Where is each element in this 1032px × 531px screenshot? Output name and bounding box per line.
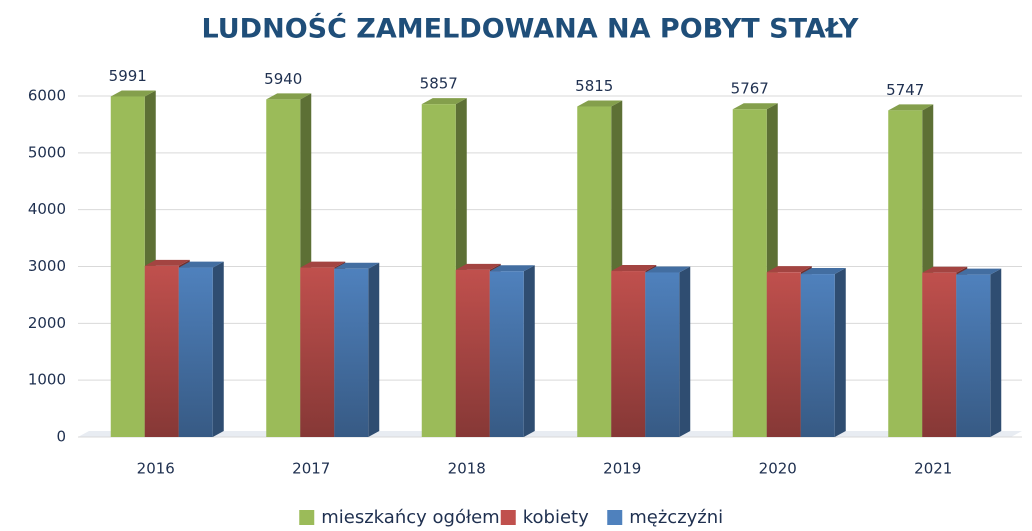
bar-top — [766, 266, 812, 273]
bar — [800, 274, 835, 437]
bar-top — [178, 261, 224, 268]
bar-top — [455, 263, 501, 270]
legend-swatch — [500, 510, 516, 525]
legend-swatch — [607, 510, 623, 525]
bar-top — [334, 262, 380, 269]
bar-top — [956, 268, 1002, 275]
bar — [334, 268, 369, 437]
legend-swatch — [299, 510, 315, 525]
data-label: 5940 — [264, 70, 302, 88]
data-label: 5747 — [886, 81, 924, 99]
legend-label: kobiety — [523, 507, 589, 528]
bar-top — [577, 100, 623, 107]
bar-top — [421, 98, 467, 105]
bar-side — [679, 266, 691, 437]
bar-side — [990, 268, 1002, 437]
bar-side — [212, 261, 224, 437]
bar — [956, 274, 991, 437]
bar-side — [368, 262, 380, 437]
legend-label: mężczyźni — [629, 507, 723, 528]
data-label: 5991 — [109, 67, 147, 85]
bar — [577, 106, 612, 438]
y-tick-label: 0 — [56, 428, 66, 446]
legend-label: mieszkańcy ogółem — [321, 507, 499, 528]
bar-top — [732, 103, 778, 110]
bar-top — [110, 90, 156, 97]
data-label: 5767 — [731, 80, 769, 98]
bar — [144, 265, 179, 437]
bar-top — [800, 268, 846, 275]
y-tick-label: 1000 — [28, 371, 66, 389]
bar-top — [266, 93, 312, 100]
y-tick-label: 4000 — [28, 200, 66, 218]
bar — [766, 272, 801, 437]
y-tick-label: 3000 — [28, 257, 66, 275]
data-label: 5815 — [575, 77, 613, 95]
bar-top — [611, 265, 657, 272]
bar — [611, 271, 646, 437]
data-label: 5857 — [420, 75, 458, 93]
bar — [300, 267, 335, 437]
bar — [922, 272, 957, 437]
bar — [110, 96, 145, 437]
bar-top — [300, 261, 346, 268]
y-tick-label: 5000 — [28, 143, 66, 161]
bar — [455, 269, 490, 437]
bar-top — [489, 265, 535, 272]
bar — [732, 109, 767, 438]
y-tick-label: 2000 — [28, 314, 66, 332]
bar-top — [888, 104, 934, 111]
bar — [888, 110, 923, 437]
bar-top — [922, 266, 968, 273]
x-tick-label: 2018 — [448, 460, 486, 478]
bar-top — [645, 266, 691, 273]
x-tick-label: 2016 — [137, 460, 175, 478]
bar-side — [834, 268, 846, 437]
x-tick-label: 2017 — [292, 460, 330, 478]
chart-title: LUDNOŚĆ ZAMELDOWANA NA POBYT STAŁY — [202, 13, 859, 45]
x-tick-label: 2021 — [914, 460, 952, 478]
bar — [645, 272, 680, 437]
x-tick-label: 2019 — [603, 460, 641, 478]
bar — [178, 267, 213, 437]
y-tick-label: 6000 — [28, 87, 66, 105]
bar-top — [144, 259, 190, 266]
x-tick-label: 2020 — [759, 460, 797, 478]
bar — [489, 271, 524, 437]
bar-side — [523, 265, 535, 437]
bar — [421, 104, 456, 437]
bar — [266, 99, 301, 437]
